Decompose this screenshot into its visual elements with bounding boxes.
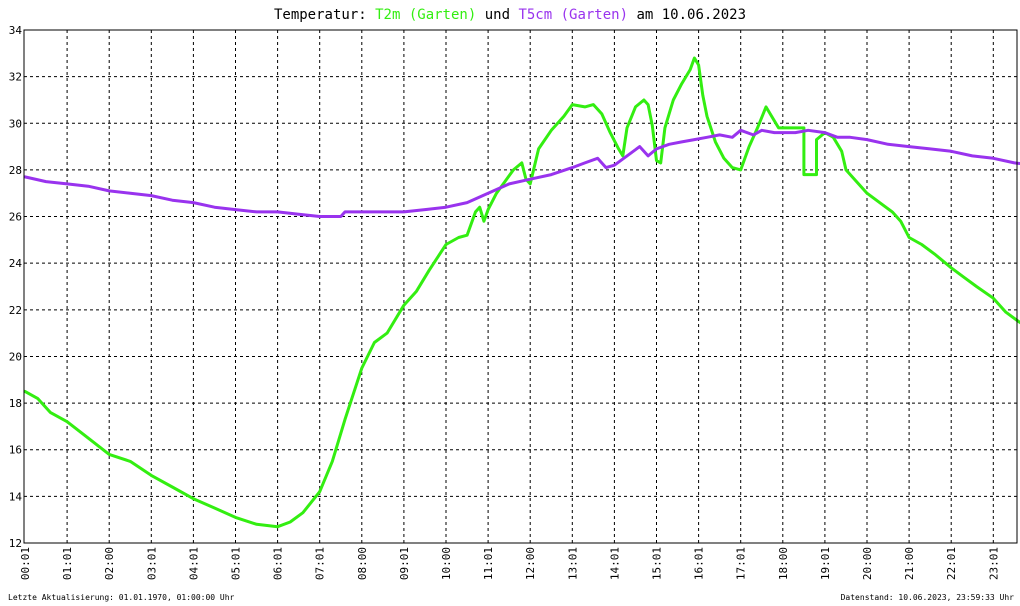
- x-tick-label: 04:01: [187, 547, 200, 580]
- y-tick-label: 32: [9, 71, 22, 84]
- y-tick-label: 28: [9, 164, 22, 177]
- y-tick-label: 14: [9, 490, 23, 503]
- x-tick-label: 07:01: [314, 547, 327, 580]
- y-tick-label: 26: [9, 211, 22, 224]
- x-tick-label: 22:01: [945, 547, 958, 580]
- x-tick-label: 09:01: [398, 547, 411, 580]
- chart-title: Temperatur: T2m (Garten) und T5cm (Garte…: [274, 7, 746, 23]
- title-series1: T2m (Garten): [375, 7, 476, 23]
- footer-left: Letzte Aktualisierung: 01.01.1970, 01:00…: [8, 593, 235, 602]
- y-tick-label: 22: [9, 304, 22, 317]
- x-tick-label: 13:01: [566, 547, 579, 580]
- x-tick-label: 05:01: [230, 547, 243, 580]
- title-middle: und: [476, 7, 518, 23]
- x-tick-label: 00:01: [19, 547, 32, 580]
- series-line-t2m: [23, 56, 1020, 529]
- x-tick-label: 19:01: [819, 547, 832, 580]
- grid-lines: [24, 30, 1017, 543]
- title-prefix: Temperatur:: [274, 7, 375, 23]
- x-tick-label: 03:01: [145, 547, 158, 580]
- x-tick-label: 10:00: [440, 547, 453, 580]
- plot-frame: [23, 29, 1018, 544]
- y-tick-label: 18: [9, 397, 22, 410]
- x-tick-label: 02:00: [103, 547, 116, 580]
- y-tick-label: 12: [9, 537, 22, 550]
- x-tick-label: 08:00: [356, 547, 369, 580]
- y-tick-label: 20: [9, 350, 22, 363]
- footer-right: Datenstand: 10.06.2023, 23:59:33 Uhr: [841, 593, 1015, 602]
- y-tick-label: 16: [9, 444, 22, 457]
- x-tick-label: 15:01: [651, 547, 664, 580]
- x-tick-label: 12:00: [524, 547, 537, 580]
- x-tick-label: 01:01: [61, 547, 74, 580]
- x-axis-ticks: 00:01 01:01 02:00 03:01 04:01 05:01 06:01 07:01…: [19, 547, 1000, 580]
- x-tick-label: 23:01: [987, 547, 1000, 580]
- series-line-t5cm: [23, 128, 1020, 218]
- x-tick-label: 17:01: [735, 547, 748, 580]
- x-tick-label: 14:01: [608, 547, 621, 580]
- title-series2: T5cm (Garten): [518, 7, 628, 23]
- series-layer: [23, 56, 1020, 529]
- x-tick-label: 21:00: [903, 547, 916, 580]
- x-tick-label: 11:01: [482, 547, 495, 580]
- y-tick-label: 34: [9, 24, 23, 37]
- y-axis-ticks: 12 14 16 18 20 22 24 26 28 30 32 34: [9, 24, 23, 550]
- x-tick-label: 18:00: [777, 547, 790, 580]
- y-tick-label: 24: [9, 257, 23, 270]
- x-tick-label: 16:01: [693, 547, 706, 580]
- y-tick-label: 30: [9, 117, 22, 130]
- title-suffix: am 10.06.2023: [628, 7, 746, 23]
- x-tick-label: 06:01: [272, 547, 285, 580]
- x-tick-label: 20:00: [861, 547, 874, 580]
